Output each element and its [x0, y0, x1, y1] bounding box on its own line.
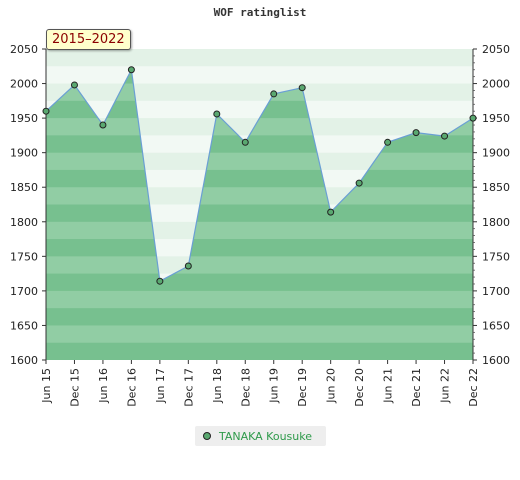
- y-tick-label-left: 1900: [10, 147, 38, 160]
- y-tick-label-right: 1750: [482, 250, 510, 263]
- x-axis-ticks: Jun 15 Dec 15 Jun 16 Dec 16 Jun 17 Dec 17 Jun …: [40, 360, 480, 407]
- data-point[interactable]: [327, 208, 335, 216]
- legend-label: TANAKA Kousuke: [219, 429, 313, 443]
- data-point[interactable]: [355, 179, 363, 187]
- y-tick-label-right: 1650: [482, 319, 510, 332]
- y-axis-left-ticks: 1600 1650 1700 1750 1800 1850 1900 1950 2000 2050: [10, 43, 46, 367]
- y-tick-label-left: 1850: [10, 181, 38, 194]
- area-band: [46, 290, 473, 309]
- data-point[interactable]: [213, 110, 221, 118]
- x-tick-label: Dec 22: [467, 368, 480, 407]
- y-tick-label-right: 1800: [482, 216, 510, 229]
- x-tick-label: Dec 18: [239, 368, 252, 407]
- data-point[interactable]: [412, 129, 420, 137]
- y-tick-label-right: 1600: [482, 354, 510, 367]
- area-band: [46, 325, 473, 343]
- legend-marker-icon: [203, 432, 211, 440]
- x-tick-label: Jun 15: [40, 368, 53, 404]
- data-point[interactable]: [270, 90, 278, 98]
- area-band: [46, 169, 473, 188]
- area-band: [46, 239, 473, 257]
- y-tick-label-right: 1700: [482, 285, 510, 298]
- x-tick-label: Jun 17: [154, 368, 167, 404]
- rating-points: [42, 66, 477, 285]
- y-tick-label-right: 2050: [482, 43, 510, 56]
- data-point[interactable]: [127, 66, 135, 74]
- data-point[interactable]: [184, 262, 192, 270]
- x-tick-label: Dec 20: [353, 368, 366, 407]
- y-tick-label-left: 1650: [10, 319, 38, 332]
- data-point[interactable]: [156, 277, 164, 285]
- data-point[interactable]: [42, 107, 50, 115]
- y-tick-label-right: 1950: [482, 112, 510, 125]
- x-tick-label: Jun 18: [211, 368, 224, 404]
- background-band: [46, 83, 473, 101]
- y-tick-label-right: 2000: [482, 78, 510, 91]
- background-band: [46, 49, 473, 67]
- area-band: [46, 135, 473, 153]
- area-band: [46, 152, 473, 170]
- area-band: [46, 256, 473, 274]
- y-axis-right-ticks: 1600 1650 1700 1750 1800 1850 1900 1950 2000 2050: [473, 43, 510, 367]
- area-fill: [46, 69, 473, 360]
- y-tick-label-right: 1900: [482, 147, 510, 160]
- rating-line: [45, 67, 474, 283]
- axes: [45, 49, 474, 360]
- x-tick-label: Jun 22: [439, 368, 452, 404]
- y-tick-label-left: 1950: [10, 112, 38, 125]
- data-point[interactable]: [99, 121, 107, 129]
- x-tick-label: Dec 21: [410, 368, 423, 407]
- area-band: [46, 308, 473, 326]
- y-tick-label-right: 1850: [482, 181, 510, 194]
- background-band: [46, 100, 473, 119]
- y-tick-label-left: 2000: [10, 78, 38, 91]
- x-tick-label: Jun 16: [97, 368, 110, 404]
- x-tick-label: Dec 16: [125, 368, 138, 407]
- data-point[interactable]: [441, 132, 449, 140]
- date-range-badge: 2015–2022: [46, 29, 131, 50]
- background-band: [46, 66, 473, 84]
- data-point[interactable]: [384, 138, 392, 146]
- data-point[interactable]: [70, 81, 78, 89]
- data-point[interactable]: [298, 84, 306, 92]
- x-tick-label: Dec 15: [68, 368, 81, 407]
- x-tick-label: Jun 19: [268, 368, 281, 404]
- x-tick-label: Dec 17: [182, 368, 195, 407]
- y-tick-label-left: 1750: [10, 250, 38, 263]
- data-point[interactable]: [241, 138, 249, 146]
- legend[interactable]: TANAKA Kousuke: [195, 426, 326, 446]
- x-tick-label: Jun 20: [325, 368, 338, 404]
- y-tick-label-left: 1800: [10, 216, 38, 229]
- data-point[interactable]: [469, 114, 477, 122]
- y-tick-label-left: 1700: [10, 285, 38, 298]
- area-band: [46, 204, 473, 222]
- y-tick-label-left: 1600: [10, 354, 38, 367]
- x-tick-label: Jun 21: [382, 368, 395, 404]
- x-tick-label: Dec 19: [296, 368, 309, 407]
- area-band: [46, 273, 473, 291]
- area-band: [46, 187, 473, 205]
- area-band: [46, 342, 473, 360]
- y-tick-label-left: 2050: [10, 43, 38, 56]
- chart-title: WOF ratinglist: [213, 6, 307, 19]
- area-band: [46, 221, 473, 240]
